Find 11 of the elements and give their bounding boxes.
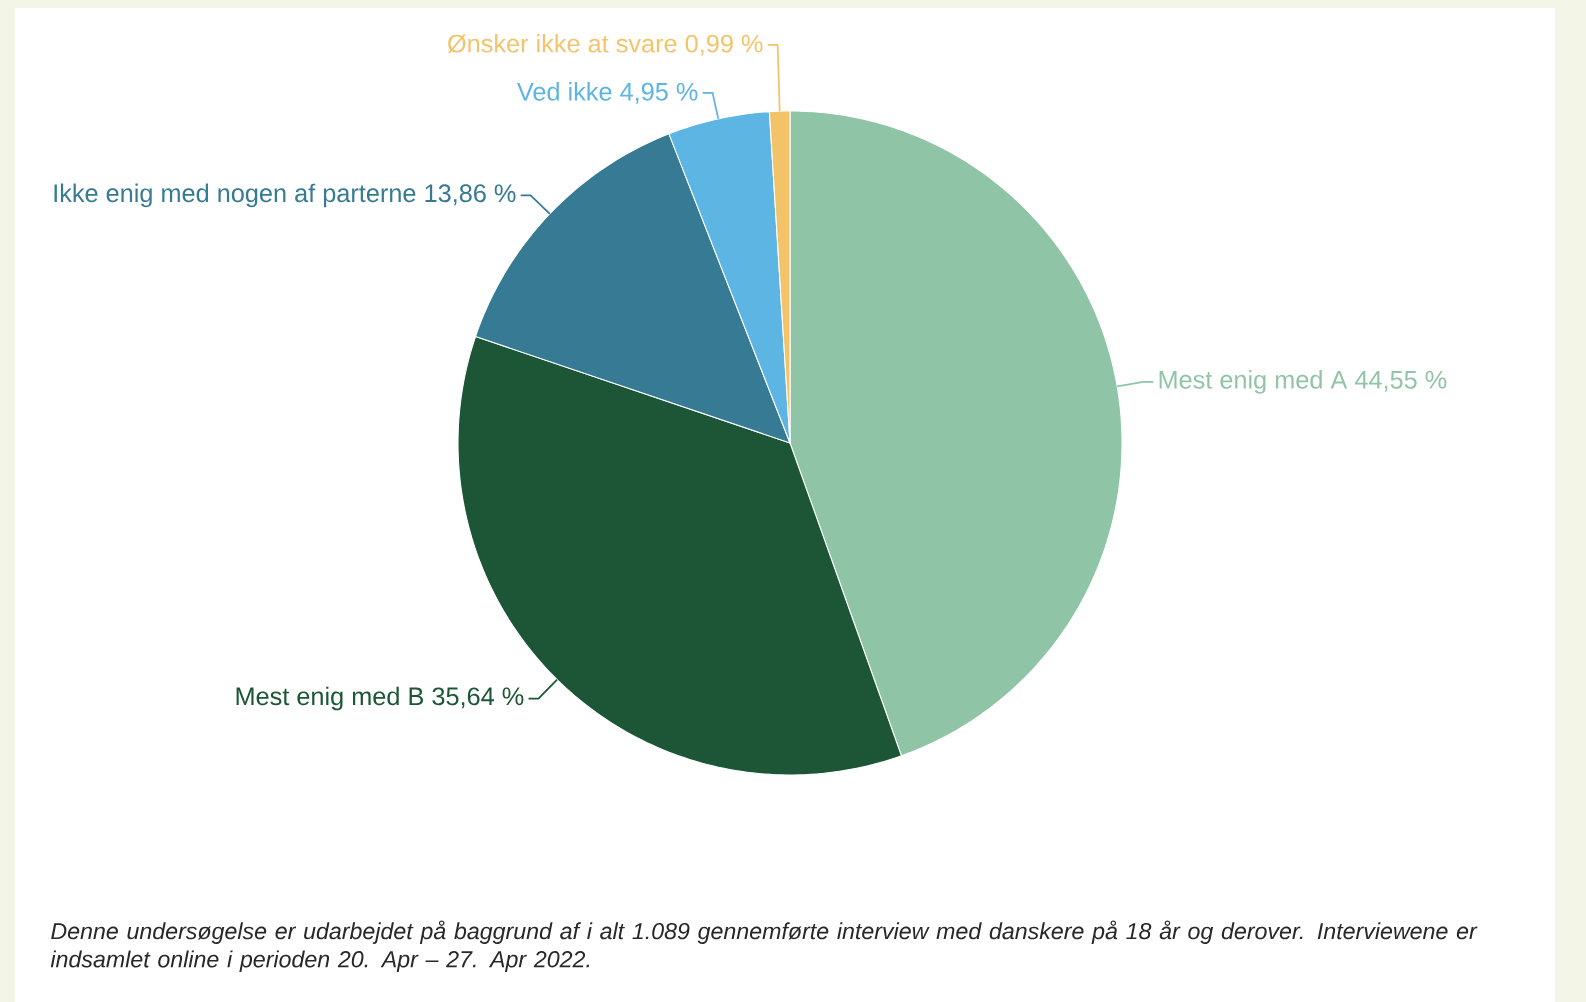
text: Denne undersøgelse er udarbejdet på baggrund af i alt 1.089 gennemførte interview med danskere på 18 år og derover. Interviewene er indsamlet online i perioden 20. Apr – 27. Apr 2022. [50,920,1478,973]
data-label: 4,95 % [620,82,698,104]
data-label: 0,99 % [685,34,763,56]
slice-label: Ved ikke [517,82,612,101]
slice-label: Mest enig med B [236,686,424,711]
data-label: 35,64 % [432,687,524,709]
slice-label: Ønsker ikke at svare [447,33,677,53]
data-label: 13,86 % [425,184,516,206]
slice-label: Ikke enig med nogen af parterne [54,183,416,208]
slice-label: Mest enig med A [1159,370,1348,394]
data-label: 44,55 % [1355,370,1447,392]
